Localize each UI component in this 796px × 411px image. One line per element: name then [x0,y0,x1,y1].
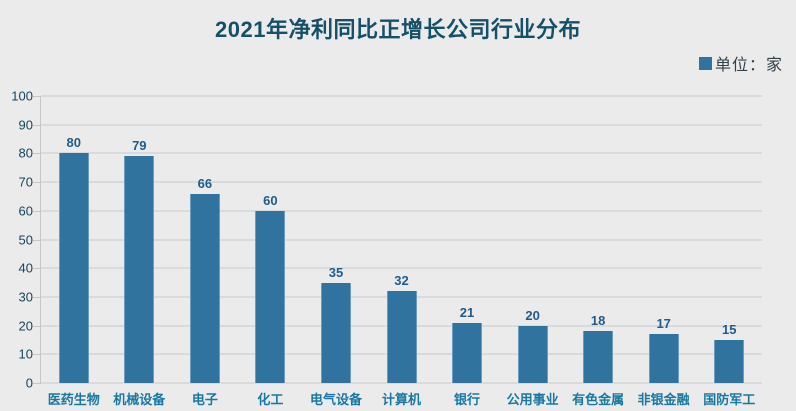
ytick-label: 50 [18,232,33,247]
value-label: 21 [459,304,475,320]
bar-公用事业 [517,325,548,383]
ytick-mark [33,124,41,126]
gridline-y0 [41,382,762,384]
category-label: 化工 [257,392,284,407]
chart-title: 2021年净利同比正增长公司行业分布 [215,17,581,42]
category-label: 电气设备 [309,392,362,407]
value-label: 66 [197,175,213,191]
ytick-mark [33,239,41,241]
ytick-mark [33,383,41,384]
ytick-label: 60 [18,203,33,219]
ytick-mark [33,96,41,97]
ytick-mark [33,354,41,356]
ytick-mark [33,210,41,212]
bar-机械设备 [124,156,155,383]
value-label: 80 [66,135,82,151]
bar-计算机 [386,291,417,383]
value-label: 20 [525,307,540,323]
bar-有色金属 [583,331,614,383]
ytick-label: 30 [18,289,33,305]
bar-国防军工 [714,339,745,383]
ytick-label: 10 [18,346,33,362]
ytick-label: 70 [18,174,33,190]
ytick-label: 90 [18,117,33,133]
value-label: 32 [394,273,409,289]
ytick-label: 100 [11,88,33,104]
category-label: 国防军工 [703,392,756,407]
ytick-mark [33,325,41,327]
category-label: 有色金属 [572,392,625,407]
bar-化工 [255,210,286,383]
ytick-mark [33,268,41,270]
value-label: 18 [590,313,606,329]
bar-医药生物 [58,153,89,383]
category-label: 医药生物 [47,392,100,407]
ytick-label: 80 [18,145,33,161]
ytick-mark [33,153,41,155]
category-label: 非银金融 [637,392,690,407]
bar-电子 [189,193,220,383]
ytick-label: 40 [18,260,33,276]
gridline-y50 [41,238,762,241]
gridline-y80 [41,152,762,155]
ytick-mark [33,296,41,298]
value-label: 15 [721,321,737,337]
value-label: 35 [328,264,344,280]
bar-银行 [452,322,483,383]
gridline-y90 [41,123,762,126]
value-label: 79 [132,138,147,154]
bar-非银金融 [648,334,679,383]
category-label: 公用事业 [506,392,559,407]
plot-area: 0 10 20 30 40 50 60 70 80 90 100 80 医药生物 79 机械设备 66 电子 6… [11,89,762,407]
value-label: 17 [656,316,671,332]
bar-电气设备 [320,282,351,383]
ytick-mark [33,182,41,184]
legend-label: 单位：家 [714,57,783,74]
ytick-label: 20 [18,318,33,334]
legend-swatch-icon [698,56,712,70]
gridline-y40 [41,267,762,270]
category-label: 电子 [191,392,218,407]
ytick-label: 0 [25,375,33,391]
category-label: 计算机 [381,392,421,407]
legend: 单位：家 [698,51,783,75]
category-label: 银行 [454,392,481,407]
category-label: 机械设备 [113,392,166,407]
gridline-y60 [41,209,762,212]
gridline-y70 [41,181,762,184]
gridline-y100 [41,95,762,97]
value-label: 60 [263,192,278,208]
